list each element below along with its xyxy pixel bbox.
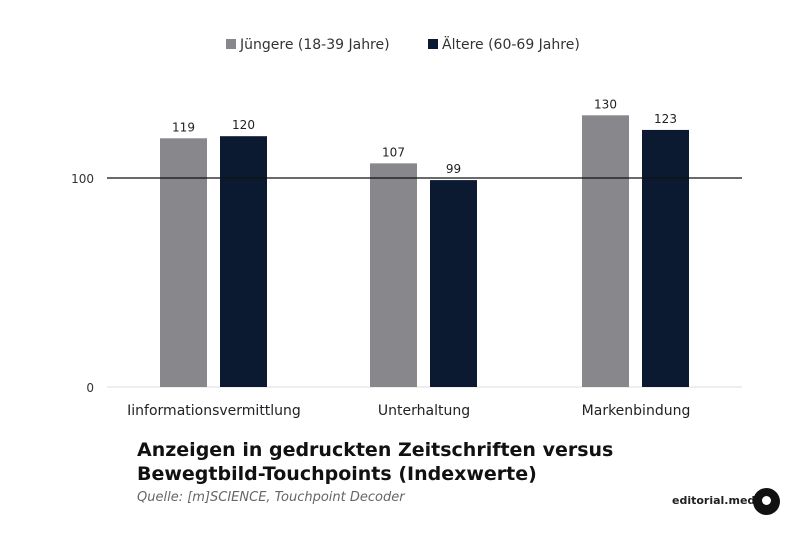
category-label: Iinformationsvermittlung bbox=[127, 403, 301, 419]
bar-aeltere bbox=[642, 129, 689, 387]
data-label: 107 bbox=[382, 145, 405, 159]
data-label: 119 bbox=[172, 120, 195, 134]
brand-logo-icon bbox=[753, 488, 780, 515]
legend-swatch bbox=[428, 39, 438, 49]
category-label: Unterhaltung bbox=[378, 403, 470, 419]
category-label: Markenbindung bbox=[582, 403, 691, 419]
bar-aeltere bbox=[430, 180, 477, 387]
data-label: 130 bbox=[594, 97, 617, 111]
chart-source: Quelle: [m]SCIENCE, Touchpoint Decoder bbox=[137, 490, 405, 505]
bar-chart: 0 100 119 107 130 120 99 123 Iinformationsvermit… bbox=[71, 35, 742, 419]
data-label: 120 bbox=[232, 118, 255, 132]
data-label: 99 bbox=[446, 162, 461, 176]
legend-swatch bbox=[226, 39, 236, 49]
brand-name: editorial.media bbox=[672, 494, 767, 507]
legend-label: Ältere (60-69 Jahre) bbox=[442, 35, 580, 53]
y-tick-label: 100 bbox=[71, 172, 94, 186]
legend-label: Jüngere (18-39 Jahre) bbox=[239, 37, 390, 53]
data-label: 123 bbox=[654, 112, 677, 126]
bar-juengere bbox=[160, 138, 207, 387]
chart-title: Anzeigen in gedruckten Zeitschriften ver… bbox=[137, 439, 614, 485]
bar-aeltere bbox=[220, 136, 267, 387]
bar-juengere bbox=[370, 163, 417, 387]
bar-juengere bbox=[582, 115, 629, 388]
y-tick-label: 0 bbox=[86, 381, 94, 395]
